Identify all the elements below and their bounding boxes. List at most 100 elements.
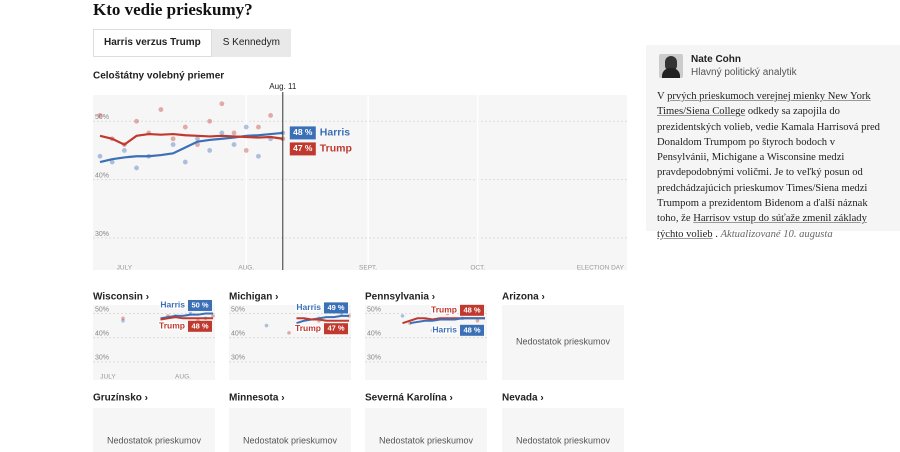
chart-title: Celoštátny volebný priemer [93, 71, 224, 82]
series-name: Harris [160, 300, 185, 310]
empty-note: Nedostatok prieskumov [379, 435, 474, 445]
state-title: Gruzínsko › [93, 393, 148, 404]
empty-box [93, 408, 215, 452]
empty-box [502, 408, 624, 452]
x-tick-label: JULY [117, 265, 133, 272]
state-title: Arizona › [502, 292, 545, 303]
poll-dot [182, 124, 188, 130]
poll-dot [170, 142, 176, 147]
series-line [99, 131, 283, 164]
empty-box [229, 408, 351, 452]
poll-dot [207, 118, 213, 124]
poll-dot [97, 113, 103, 118]
state-title: Minnesota › [229, 393, 285, 404]
series-name: Trump [295, 323, 321, 333]
empty-box [502, 305, 624, 380]
empty-note: Nedostatok prieskumov [243, 435, 338, 445]
empty-box [365, 408, 487, 452]
state-title: Severná Karolína › [365, 393, 453, 404]
value-label: 47 % [327, 324, 344, 333]
poll-dot [287, 331, 291, 335]
chart-title: Pennsylvania › [365, 292, 435, 303]
series-line [296, 317, 349, 322]
value-label-box [324, 302, 348, 314]
series-line [296, 314, 349, 325]
empty-note: Nedostatok prieskumov [516, 435, 611, 445]
tab[interactable]: Harris verzus Trump [93, 29, 212, 57]
y-tick-label: 50% [95, 114, 109, 121]
y-tick-label: 40% [367, 331, 381, 338]
tab[interactable]: S Kennedym [211, 29, 291, 57]
poll-dot [158, 107, 164, 112]
value-label-box [188, 320, 212, 332]
y-tick-label: 50% [231, 306, 245, 313]
value-label: 49 % [327, 303, 344, 312]
chart-title: Wisconsin › [93, 292, 149, 303]
y-tick-label: 30% [367, 355, 381, 362]
series-line [160, 316, 213, 321]
state-title: Nevada › [502, 393, 544, 404]
plot-background [365, 305, 487, 380]
series-name: Trump [320, 143, 352, 155]
updated: Aktualizované 10. augusta [720, 228, 833, 240]
value-label-box [188, 299, 212, 311]
page-title: Kto vedie prieskumy? [93, 0, 253, 19]
poll-dot [268, 113, 274, 118]
poll-dot [256, 153, 261, 159]
y-tick-label: 50% [95, 306, 109, 313]
link: Harrisov vstup do súťaže zmenil základy … [657, 213, 867, 240]
empty-note: Nedostatok prieskumov [516, 336, 611, 346]
poll-dot [195, 136, 200, 142]
x-tick-label: JULY [100, 374, 116, 381]
value-label: 48 % [191, 321, 208, 330]
y-tick-label: 50% [367, 306, 381, 313]
poll-dot [445, 311, 450, 316]
author-role: Hlavný politický analytik [691, 67, 797, 78]
poll-dot [219, 130, 225, 136]
poll-dot [170, 136, 176, 142]
author: Nate Cohn [691, 54, 741, 65]
poll-dot [207, 148, 213, 153]
x-tick-label: AUG. [238, 265, 254, 272]
plot-background [93, 305, 215, 380]
poll-dot [109, 159, 115, 165]
series-name: Trump [159, 321, 185, 331]
empty-note: Nedostatok prieskumov [107, 435, 202, 445]
poll-dot [134, 118, 139, 124]
poll-dot [475, 318, 480, 323]
series-line [160, 312, 213, 320]
poll-dot [211, 314, 215, 318]
poll-dot [400, 314, 405, 318]
poll-dot [430, 328, 435, 333]
value-label-box [289, 126, 316, 140]
y-tick-label: 40% [95, 172, 109, 179]
y-tick-label: 30% [231, 355, 245, 362]
series-name: Harris [296, 302, 321, 312]
text: . [712, 228, 718, 240]
poll-dot [121, 318, 125, 323]
poll-dot [121, 148, 127, 153]
avatar [659, 54, 683, 78]
poll-dot [243, 148, 249, 153]
text: V [657, 91, 668, 102]
poll-dot [182, 159, 188, 165]
tabs: Harris verzus Trump S Kennedym [93, 29, 291, 57]
value-label: 48 % [463, 325, 480, 334]
value-label-box [324, 323, 348, 335]
text: odkedy sa zapojila do prezidentských vol… [657, 106, 880, 225]
commentary: V prvých prieskumoch verejnej mienky New… [657, 89, 889, 242]
plot-background [93, 95, 627, 270]
value-label-box [460, 304, 484, 316]
y-tick-label: 40% [231, 331, 245, 338]
series-name: Harris [320, 127, 351, 139]
poll-dot [231, 130, 237, 136]
poll-dot [134, 165, 139, 171]
series-line [409, 317, 485, 325]
poll-dot [243, 124, 249, 130]
link: prvých prieskumoch verejnej mienky New Y… [657, 91, 871, 118]
y-tick-label: 40% [95, 331, 109, 338]
value-label: 47 % [293, 143, 313, 153]
poll-dot [264, 323, 269, 328]
